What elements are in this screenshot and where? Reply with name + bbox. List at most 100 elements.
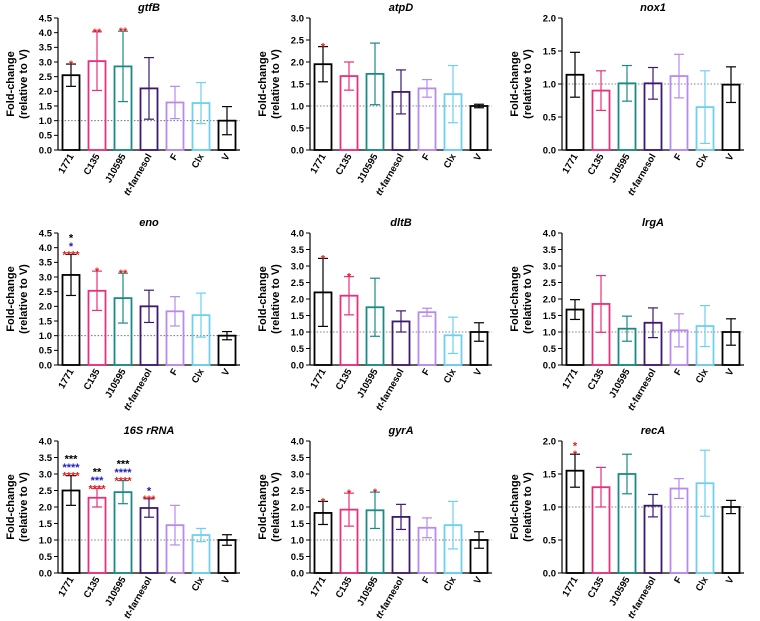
significance-stars: **** — [62, 462, 80, 474]
significance-stars: * — [573, 441, 578, 453]
x-tick-label: V — [724, 366, 737, 378]
y-tick-label: 2.0 — [543, 13, 556, 24]
x-tick-label: V — [472, 574, 485, 586]
panel-dltb: dltB Fold-change (relative to V) 0.0 0.5 1.0 1… — [257, 217, 492, 413]
x-tick-label: Clx — [442, 574, 459, 593]
y-axis-label-sub: (relative to V) — [18, 49, 30, 119]
x-tick-label: J10595 — [355, 151, 381, 185]
y-tick-label: 0.0 — [291, 568, 304, 579]
y-tick-label: 3.5 — [291, 245, 305, 256]
y-tick-label: 0.5 — [39, 131, 53, 142]
x-tick-label: 1771 — [57, 574, 77, 598]
panel-title: lrgA — [642, 217, 664, 229]
y-tick-label: 0.0 — [291, 145, 304, 156]
panel-title: 16S rRNA — [124, 425, 175, 437]
y-tick-label: 0.0 — [39, 145, 52, 156]
significance-stars: * — [69, 232, 74, 244]
x-tick-label: F — [168, 152, 181, 163]
y-tick-label: 1.0 — [291, 101, 304, 112]
y-tick-label: 2.5 — [291, 278, 305, 289]
panel-nox1: nox1 Fold-change (relative to V) 0.0 0.5 1.0 1… — [509, 2, 744, 198]
y-tick-label: 1.0 — [543, 327, 556, 338]
y-tick-label: 1.5 — [543, 469, 557, 480]
bar-f — [669, 487, 689, 574]
x-tick-label: V — [724, 574, 737, 586]
y-axis-label: Fold-change — [509, 266, 521, 331]
panel-title: nox1 — [640, 2, 666, 14]
x-tick-label: J10595 — [103, 151, 129, 185]
panel-title: gyrA — [387, 425, 413, 437]
significance-stars: ** — [119, 26, 128, 38]
significance-stars: * — [69, 241, 74, 253]
y-tick-label: 3.5 — [291, 453, 305, 464]
y-axis-label: Fold-change — [5, 51, 17, 116]
x-tick-label: F — [420, 152, 433, 163]
x-tick-label: F — [168, 367, 181, 378]
significance-stars: ** — [119, 268, 128, 280]
x-tick-label: F — [420, 575, 433, 586]
y-axis-label: Fold-change — [509, 51, 521, 116]
y-axis-label-sub: (relative to V) — [270, 49, 282, 119]
y-tick-label: 2.0 — [291, 502, 304, 513]
y-tick-label: 3.0 — [543, 261, 556, 272]
y-tick-label: 2.5 — [291, 35, 305, 46]
x-tick-label: 1771 — [561, 574, 581, 598]
y-tick-label: 4.0 — [543, 228, 556, 239]
y-tick-label: 1.5 — [39, 101, 53, 112]
significance-stars: ** — [93, 27, 102, 39]
y-tick-label: 1.5 — [543, 46, 557, 57]
x-tick-label: J10595 — [607, 151, 633, 185]
y-tick-label: 1.5 — [291, 311, 305, 322]
y-tick-label: 3.5 — [39, 43, 53, 54]
y-axis-label: Fold-change — [5, 266, 17, 331]
y-tick-label: 4.0 — [39, 436, 52, 447]
x-tick-label: 1771 — [309, 151, 329, 175]
x-tick-label: C135 — [334, 151, 355, 177]
y-tick-label: 0.5 — [291, 344, 305, 355]
x-tick-label: F — [168, 575, 181, 586]
y-tick-label: 2.5 — [39, 486, 53, 497]
y-tick-label: 2.0 — [39, 302, 52, 313]
x-tick-label: V — [220, 151, 233, 163]
y-tick-label: 1.0 — [291, 327, 304, 338]
x-tick-label: C135 — [586, 574, 607, 600]
panel-gyra: gyrA Fold-change (relative to V) 0.0 0.5 1.0 1… — [257, 425, 492, 621]
y-axis-label: Fold-change — [257, 266, 269, 331]
x-tick-label: Clx — [694, 366, 711, 385]
y-axis-label: Fold-change — [509, 474, 521, 539]
significance-stars: * — [69, 59, 74, 71]
x-tick-label: C135 — [586, 366, 607, 392]
significance-stars: * — [147, 485, 152, 497]
significance-stars: ** — [93, 467, 102, 479]
x-tick-label: F — [672, 575, 685, 586]
y-tick-label: 2.0 — [543, 294, 556, 305]
x-tick-label: C135 — [586, 151, 607, 177]
y-tick-label: 3.0 — [291, 261, 304, 272]
x-tick-label: F — [672, 367, 685, 378]
x-tick-label: 1771 — [561, 151, 581, 175]
significance-stars: **** — [62, 471, 80, 483]
significance-stars: **** — [88, 484, 106, 496]
y-tick-label: 3.5 — [543, 245, 557, 256]
y-tick-label: 0.5 — [291, 123, 305, 134]
y-tick-label: 4.5 — [39, 228, 53, 239]
significance-stars: *** — [65, 454, 79, 466]
x-tick-label: C135 — [334, 574, 355, 600]
x-tick-label: C135 — [82, 151, 103, 177]
y-tick-label: 0.0 — [291, 360, 304, 371]
y-tick-label: 0.0 — [39, 360, 52, 371]
x-tick-label: Clx — [190, 574, 207, 593]
y-tick-label: 1.5 — [543, 311, 557, 322]
x-tick-label: C135 — [82, 574, 103, 600]
x-tick-label: 1771 — [309, 574, 329, 598]
y-tick-label: 0.5 — [39, 346, 53, 357]
significance-stars: **** — [62, 249, 80, 261]
y-tick-label: 3.5 — [39, 453, 53, 464]
y-tick-label: 2.0 — [291, 57, 304, 68]
panel-gtfb: gtfB Fold-change (relative to V) 0.0 0.5 1.0 1… — [5, 2, 240, 198]
x-tick-label: C135 — [82, 366, 103, 392]
y-tick-label: 1.0 — [543, 502, 556, 513]
x-tick-label: Clx — [694, 574, 711, 593]
x-tick-label: F — [420, 367, 433, 378]
